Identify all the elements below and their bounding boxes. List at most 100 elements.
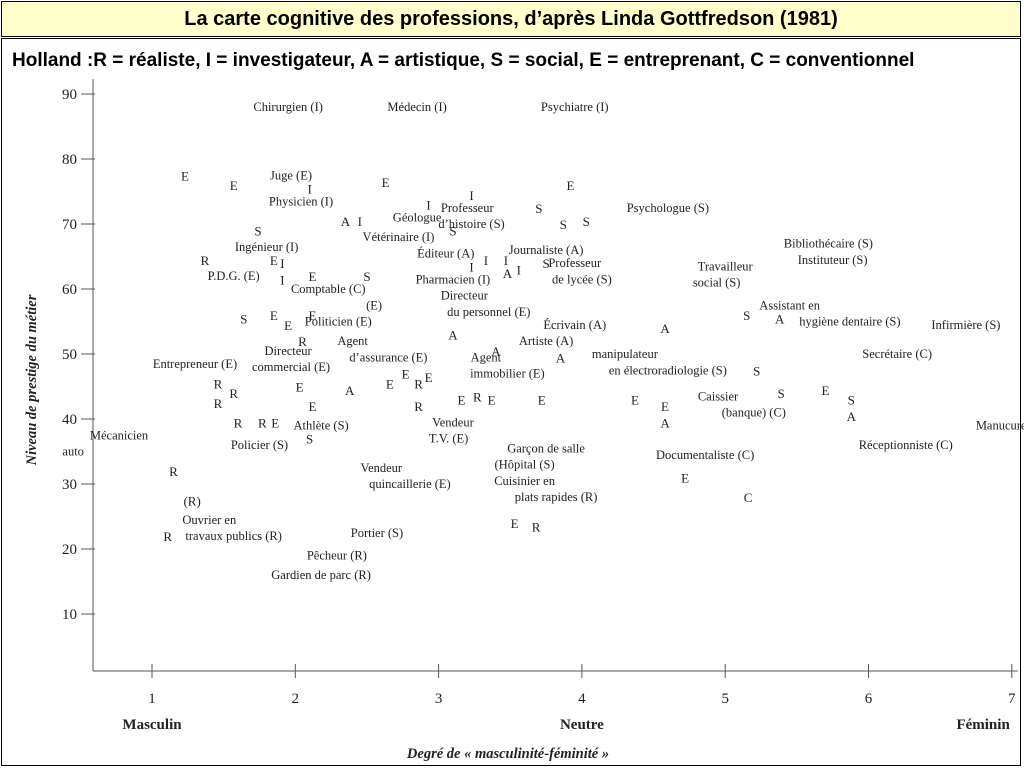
marker-63: S [306,432,313,447]
y-tick-label-70: 70 [62,217,77,233]
marker-39: R [229,386,238,401]
occupation-label-9: Comptable (C) [291,282,366,296]
occupation-label-4: Physicien (I) [269,194,333,208]
marker-69: R [532,519,541,534]
occupation-label-31: manipulateur [592,347,659,361]
marker-15: E [270,253,278,268]
marker-35: S [743,308,750,323]
occupation-label-58: Ouvrier en [182,513,237,527]
chart-labels: Chirurgien (I) Médecin (I) Psychiatre (I) J… [62,100,1024,582]
occupation-label-40: Secrétaire (C) [862,347,932,361]
chart-titles: Masculin Neutre Féminin Degré de « masculin… [24,294,1010,762]
holland-legend: Holland :R = réaliste, I = investigateur… [12,50,915,71]
marker-22: I [504,253,508,268]
y-tick-label-50: 50 [62,347,77,363]
occupation-label-38: hygiène dentaire (S) [799,315,900,329]
occupation-label-11: Politicien (E) [305,315,372,329]
marker-36: A [775,311,785,326]
occupation-label-26: Directeur [265,344,313,358]
marker-47: R [414,399,423,414]
x-tick-label-1: 1 [148,691,156,707]
marker-30: R [298,334,307,349]
marker-50: E [488,393,496,408]
x-tick-label-7: 7 [1008,691,1016,707]
occupation-label-12: Professeur [441,201,495,215]
occupation-label-0: Chirurgien (I) [253,100,323,114]
occupation-label-23: Artiste (A) [519,334,574,348]
x-anchor-label-1: Neutre [560,717,604,733]
marker-3: E [382,175,390,190]
marker-61: R [258,415,267,430]
occupation-label-49: Policier (S) [231,438,288,452]
marker-54: A [660,415,670,430]
occupation-label-6: Vétérinaire (I) [363,230,435,244]
occupation-label-62: Gardien de parc (R) [271,568,371,582]
marker-37: R [214,376,223,391]
marker-46: E [309,399,317,414]
slide-title: La carte cognitive des professions, d’ap… [184,7,838,30]
occupation-label-32: en électroradiologie (S) [609,363,727,377]
occupation-label-3: Juge (E) [270,168,312,182]
occupation-label-55: plats rapides (R) [515,490,598,504]
occupation-label-30: immobilier (E) [470,367,545,381]
marker-4: I [426,198,430,213]
marker-2: I [307,181,311,196]
marker-25: S [542,256,549,271]
occupation-label-1: Médecin (I) [387,100,446,114]
x-tick-label-2: 2 [292,691,300,707]
occupation-label-13: d’histoire (S) [438,217,504,231]
y-tick-label-60: 60 [62,282,77,298]
occupation-label-54: Cuisinier en [494,474,556,488]
marker-8: S [560,217,567,232]
occupation-label-10: (E) [366,298,382,312]
chart-axes [92,79,1018,672]
marker-6: E [566,178,574,193]
marker-65: (R) [183,493,200,508]
occupation-label-41: Caissier [698,389,739,403]
x-tick-label-6: 6 [865,691,873,707]
marker-20: I [469,259,473,274]
marker-23: A [503,266,513,281]
marker-56: S [777,386,784,401]
marker-58: S [848,393,855,408]
marker-42: E [386,376,394,391]
marker-1: E [230,178,238,193]
occupation-label-59: travaux publics (R) [185,529,282,543]
occupation-label-15: Pharmacien (I) [416,272,491,286]
occupation-label-53: (Hôpital (S) [495,458,555,472]
marker-51: E [538,393,546,408]
marker-55: S [753,363,760,378]
x-anchor-label-2: Féminin [956,717,1010,733]
marker-24: I [517,263,521,278]
marker-11: I [358,214,362,229]
occupation-label-7: Ingénieur (I) [235,240,299,254]
y-tick-label-20: 20 [62,542,77,558]
marker-64: R [169,464,178,479]
occupation-label-27: commercial (E) [252,360,330,374]
occupation-label-47: auto [62,445,84,459]
occupation-label-21: Psychologue (S) [627,201,709,215]
occupation-label-61: Pêcheur (R) [307,549,367,563]
marker-26: S [240,311,247,326]
occupation-label-52: Garçon de salle [507,441,585,455]
marker-28: E [284,318,292,333]
marker-33: A [556,350,566,365]
marker-10: A [341,214,351,229]
x-tick-label-4: 4 [578,691,586,707]
marker-9: S [583,214,590,229]
y-tick-label-80: 80 [62,152,77,168]
occupation-label-14: Éditeur (A) [417,246,474,260]
marker-66: E [681,471,689,486]
occupation-label-25: d’assurance (E) [349,350,427,364]
occupation-label-37: Assistant en [759,298,821,312]
marker-52: E [631,393,639,408]
x-tick-label-5: 5 [721,691,729,707]
marker-49: R [473,389,482,404]
occupation-label-43: Manucure (S) [976,419,1024,433]
marker-67: C [744,490,753,505]
occupation-label-60: Portier (S) [351,526,403,540]
occupation-label-36: Instituteur (S) [798,253,868,267]
marker-34: A [660,321,670,336]
occupation-label-50: Vendeur [432,415,474,429]
